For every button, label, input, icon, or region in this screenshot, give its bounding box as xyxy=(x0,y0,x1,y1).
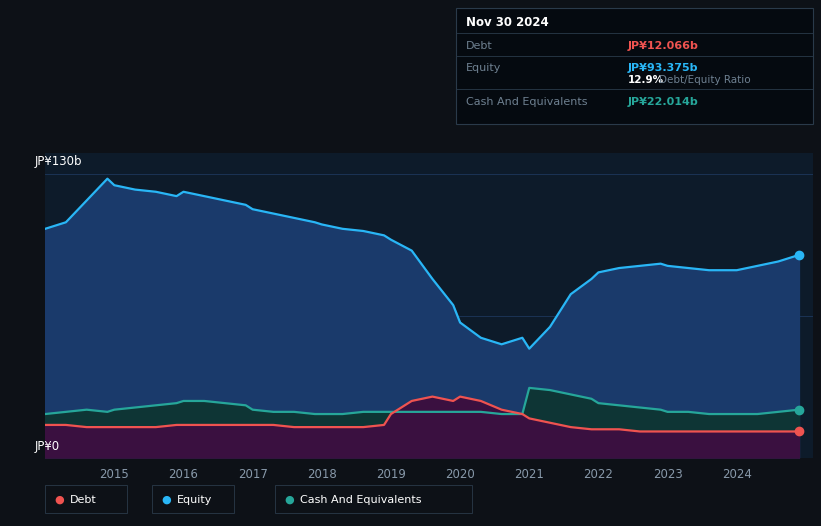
Text: 12.9%: 12.9% xyxy=(628,75,664,86)
Text: Equity: Equity xyxy=(177,494,212,505)
Text: Debt: Debt xyxy=(70,494,97,505)
Text: JP¥93.375b: JP¥93.375b xyxy=(628,63,699,73)
Text: ●: ● xyxy=(161,494,171,505)
Text: JP¥22.014b: JP¥22.014b xyxy=(628,96,699,107)
Text: Nov 30 2024: Nov 30 2024 xyxy=(466,16,548,29)
Text: Equity: Equity xyxy=(466,63,501,73)
Text: Cash And Equivalents: Cash And Equivalents xyxy=(466,96,587,107)
Text: Cash And Equivalents: Cash And Equivalents xyxy=(300,494,421,505)
Text: Debt: Debt xyxy=(466,41,493,51)
Text: Debt/Equity Ratio: Debt/Equity Ratio xyxy=(659,75,751,86)
Text: JP¥130b: JP¥130b xyxy=(34,155,82,168)
Text: ●: ● xyxy=(54,494,64,505)
Text: JP¥0: JP¥0 xyxy=(34,440,60,453)
Text: JP¥12.066b: JP¥12.066b xyxy=(628,41,699,51)
Text: ●: ● xyxy=(284,494,294,505)
